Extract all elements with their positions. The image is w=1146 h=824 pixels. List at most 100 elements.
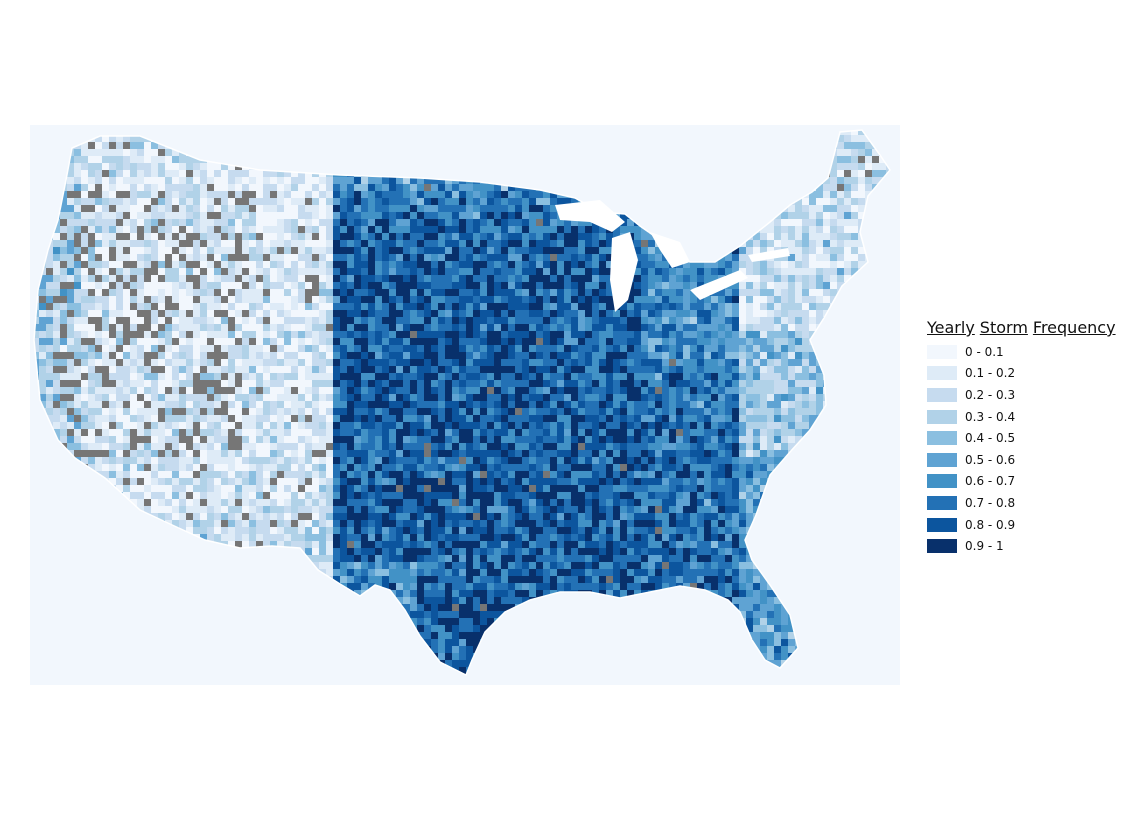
county-cell	[809, 366, 817, 375]
county-cell	[39, 373, 46, 381]
county-cell	[445, 212, 453, 221]
county-cell	[228, 359, 236, 367]
county-cell	[648, 359, 655, 366]
county-cell	[158, 149, 165, 156]
county-cell	[760, 268, 768, 276]
county-cell	[347, 401, 354, 410]
county-cell	[760, 296, 769, 304]
county-cell	[795, 303, 804, 311]
county-cell	[536, 240, 543, 247]
county-cell	[403, 296, 410, 303]
county-cell	[235, 170, 244, 177]
county-cell	[109, 303, 116, 311]
county-cell	[123, 352, 131, 361]
county-cell	[627, 359, 634, 367]
county-cell	[151, 205, 158, 212]
county-cell	[144, 289, 153, 296]
county-cell	[137, 240, 144, 249]
county-cell	[123, 184, 131, 192]
county-cell	[543, 226, 551, 234]
county-cell	[319, 268, 327, 276]
county-cell	[795, 401, 803, 410]
county-cell	[382, 303, 389, 311]
county-cell	[522, 289, 531, 297]
county-cell	[858, 130, 867, 136]
county-cell	[151, 338, 160, 345]
county-cell	[578, 303, 585, 311]
county-cell	[697, 373, 706, 381]
county-cell	[445, 233, 454, 240]
county-cell	[270, 303, 279, 310]
county-cell	[151, 198, 160, 207]
county-cell	[207, 310, 215, 319]
county-cell	[172, 198, 181, 206]
county-cell	[151, 247, 160, 255]
county-cell	[284, 331, 291, 340]
county-cell	[662, 373, 670, 381]
county-cell	[123, 226, 130, 233]
county-cell	[403, 275, 411, 284]
county-cell	[459, 331, 467, 338]
county-cell	[536, 303, 543, 310]
county-cell	[256, 387, 263, 396]
county-cell	[193, 184, 202, 192]
county-cell	[410, 191, 417, 198]
county-cell	[424, 226, 432, 233]
county-cell	[438, 226, 445, 234]
county-cell	[634, 268, 641, 275]
county-cell	[648, 373, 656, 381]
county-cell	[529, 394, 538, 402]
county-cell	[130, 268, 139, 277]
county-cell	[809, 282, 816, 290]
county-cell	[487, 366, 496, 375]
county-cell	[452, 212, 461, 221]
county-cell	[410, 261, 419, 269]
county-cell	[648, 317, 655, 324]
county-cell	[144, 142, 153, 151]
county-cell	[459, 219, 468, 228]
county-cell	[816, 387, 825, 394]
county-cell	[179, 247, 187, 255]
county-cell	[53, 268, 62, 275]
county-cell	[53, 331, 60, 338]
county-cell	[627, 303, 635, 310]
county-cell	[459, 226, 467, 235]
county-cell	[494, 296, 503, 305]
county-cell	[137, 191, 145, 198]
county-cell	[690, 275, 697, 283]
county-cell	[809, 296, 817, 303]
county-cell	[522, 219, 529, 227]
county-cell	[487, 184, 495, 191]
county-cell	[669, 366, 678, 375]
county-cell	[431, 296, 438, 304]
county-cell	[221, 177, 230, 186]
county-cell	[263, 408, 272, 417]
county-cell	[88, 275, 96, 282]
county-cell	[431, 338, 439, 346]
county-cell	[137, 142, 146, 149]
county-cell	[662, 324, 669, 332]
county-cell	[221, 163, 229, 171]
county-cell	[67, 261, 74, 270]
county-cell	[781, 261, 790, 268]
county-cell	[109, 261, 117, 269]
county-cell	[347, 345, 355, 353]
county-cell	[116, 205, 124, 214]
county-cell	[305, 275, 313, 282]
county-cell	[424, 254, 433, 261]
county-cell	[543, 338, 551, 345]
county-cell	[732, 296, 739, 305]
county-cell	[116, 338, 125, 347]
county-cell	[53, 401, 62, 409]
county-cell	[186, 240, 195, 248]
county-cell	[298, 352, 306, 360]
county-cell	[515, 205, 522, 214]
county-cell	[242, 170, 251, 178]
county-cell	[473, 394, 482, 402]
county-cell	[403, 240, 412, 248]
county-cell	[410, 233, 419, 242]
county-cell	[578, 219, 586, 226]
county-cell	[445, 310, 452, 318]
county-cell	[67, 387, 76, 396]
county-cell	[60, 366, 69, 374]
